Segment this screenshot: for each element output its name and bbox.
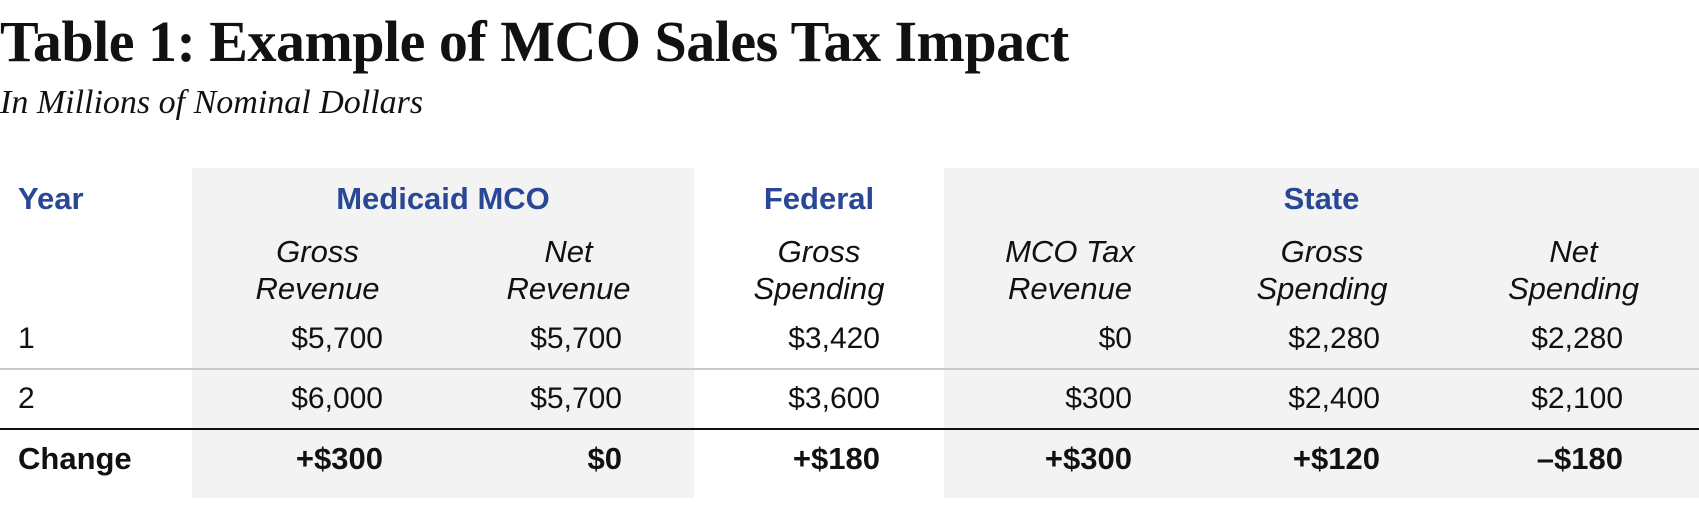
cell: $5,700 <box>443 369 694 430</box>
cell: $3,420 <box>694 310 944 370</box>
cell: $2,400 <box>1196 369 1448 430</box>
table-row: 2 $6,000 $5,700 $3,600 $300 $2,400 $2,10… <box>0 369 1699 430</box>
table-title: Table 1: Example of MCO Sales Tax Impact <box>0 9 1069 74</box>
year-subheader-empty <box>0 230 192 310</box>
change-row: Change +$300 $0 +$180 +$300 +$120 –$180 <box>0 429 1699 488</box>
row-label: Change <box>18 441 132 476</box>
cell: $5,700 <box>192 310 443 370</box>
cell: $0 <box>944 310 1196 370</box>
cell: –$180 <box>1536 441 1624 476</box>
state-header: State <box>1283 181 1360 216</box>
cell: $5,700 <box>443 310 694 370</box>
cell: +$180 <box>792 441 880 476</box>
cell: $2,280 <box>1196 310 1448 370</box>
cell: $2,280 <box>1448 310 1699 370</box>
subheader-gross-revenue: Gross Revenue <box>255 234 380 306</box>
cell: $0 <box>587 441 622 476</box>
table-row: 1 $5,700 $5,700 $3,420 $0 $2,280 $2,280 <box>0 310 1699 370</box>
subheader-net-revenue: Net Revenue <box>506 234 631 306</box>
cell: $2,100 <box>1448 369 1699 430</box>
subheader-row: Gross Revenue Net Revenue Gross Spending MC… <box>0 230 1699 310</box>
cell: +$120 <box>1292 441 1380 476</box>
subheader-state-gross-spending: Gross Spending <box>1256 234 1388 306</box>
subheader-federal-gross-spending: Gross Spending <box>753 234 885 306</box>
cell: $3,600 <box>694 369 944 430</box>
table-subtitle: In Millions of Nominal Dollars <box>0 84 424 121</box>
row-label: 2 <box>0 369 192 430</box>
subheader-mco-tax-revenue: MCO Tax Revenue <box>1005 234 1135 306</box>
mco-tax-table: Year Medicaid MCO Federal State Gross Rev… <box>0 168 1699 488</box>
medicaid-mco-header: Medicaid MCO <box>336 181 550 216</box>
cell: +$300 <box>295 441 383 476</box>
row-label: 1 <box>0 310 192 370</box>
cell: $300 <box>944 369 1196 430</box>
cell: +$300 <box>1044 441 1132 476</box>
group-header-row: Year Medicaid MCO Federal State <box>0 168 1699 230</box>
year-header: Year <box>18 181 84 216</box>
subheader-state-net-spending: Net Spending <box>1508 234 1640 306</box>
cell: $6,000 <box>192 369 443 430</box>
federal-header: Federal <box>763 181 875 216</box>
